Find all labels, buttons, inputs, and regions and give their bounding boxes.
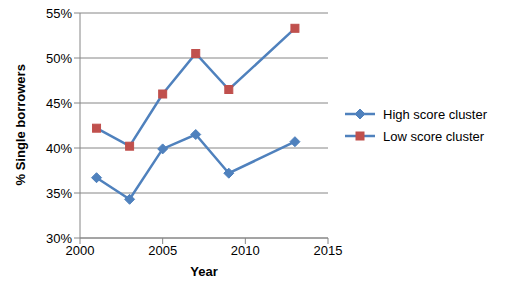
html-text:High score cluster: High score cluster — [383, 106, 487, 122]
svg-text:2010: 2010 — [231, 243, 260, 258]
svg-text:2000: 2000 — [65, 243, 95, 259]
svg-text:40%: 40% — [46, 141, 72, 156]
svg-text:% Single borrowers: % Single borrowers — [13, 64, 28, 185]
svg-text:2015: 2015 — [314, 243, 343, 258]
svg-text:2005: 2005 — [148, 243, 177, 258]
svg-text:Year: Year — [190, 264, 217, 279]
svg-text:50%: 50% — [46, 51, 72, 66]
svg-text:30%: 30% — [46, 231, 72, 246]
html-text:Low score cluster: Low score cluster — [383, 128, 485, 144]
svg-text:45%: 45% — [46, 96, 72, 111]
svg-text:55%: 55% — [46, 8, 72, 21]
svg-text:35%: 35% — [46, 186, 72, 201]
